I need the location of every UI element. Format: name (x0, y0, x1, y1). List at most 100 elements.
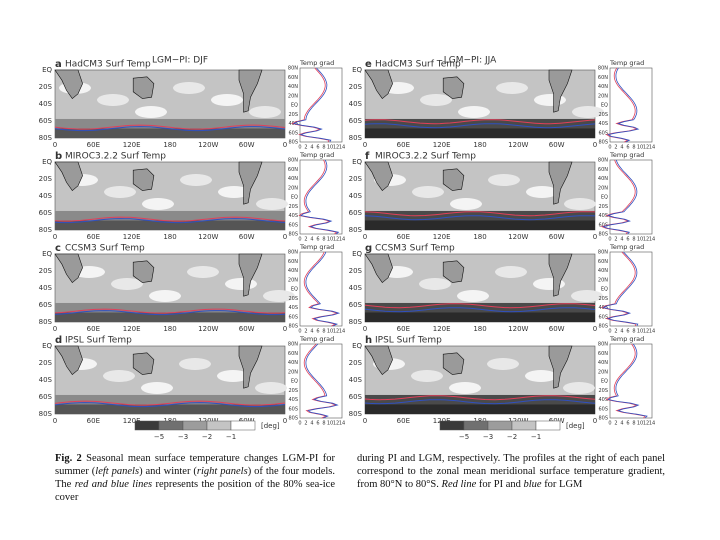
colorbar-unit: [deg] (566, 422, 585, 430)
profile-x-label: 10 (637, 329, 643, 335)
map-lon-label: 60E (397, 417, 410, 425)
map-lon-label: 60E (397, 141, 410, 149)
profile-x-label: 0 (608, 329, 611, 335)
profile-x-label: 14 (339, 145, 345, 151)
profile-lat-label: EQ (601, 103, 608, 109)
profile-x-label: 8 (632, 421, 635, 427)
profile-x-label: 14 (649, 421, 655, 427)
profile-lat-label: 20N (598, 185, 608, 191)
map-patch (496, 82, 528, 94)
map-lon-label: 60W (549, 233, 565, 241)
profile-x-label: 6 (316, 237, 319, 243)
caption-text: red and blue lines (74, 479, 153, 490)
map-lon-label: 180 (473, 141, 486, 149)
map-patch (526, 186, 558, 198)
map-lat-label: 60S (349, 209, 363, 217)
map-patch (249, 106, 281, 118)
colorbar-unit: [deg] (261, 422, 280, 430)
colorbar-label: −3 (178, 433, 188, 441)
map-lon-label: 120W (198, 325, 218, 333)
panel-title: CCSM3 Surf Temp (375, 244, 455, 254)
map-ice (55, 404, 285, 414)
profile-lat-label: 40S (288, 213, 298, 219)
map-patch (104, 186, 136, 198)
map-lon-label: 0 (53, 233, 57, 241)
profile-title: Temp grad (299, 335, 334, 343)
profile-x-label: 0 (298, 237, 301, 243)
profile-x-label: 4 (620, 329, 623, 335)
map-lat-label: EQ (352, 342, 362, 350)
map-patch (255, 382, 287, 394)
sea-ice-line-lgm (54, 126, 286, 132)
continent (364, 253, 393, 284)
map-lon-label: 60E (87, 141, 100, 149)
map-patch (111, 278, 143, 290)
profile-x-label: 8 (322, 329, 325, 335)
map-ice (55, 220, 285, 230)
continent (54, 69, 83, 100)
profile-x-label: 2 (614, 421, 617, 427)
profile-x-label: 2 (614, 145, 617, 151)
map-patch (495, 266, 527, 278)
caption-text: left panels (95, 466, 140, 477)
profile-x-label: 8 (322, 145, 325, 151)
profile-lgm (607, 343, 648, 419)
colorbar-label: −5 (459, 433, 469, 441)
map-lat-label: 40S (349, 100, 363, 108)
profile-lat-label: 40S (598, 213, 608, 219)
profile-frame (299, 67, 343, 143)
continent (132, 352, 155, 375)
map-patch (457, 290, 489, 302)
panel-title: HadCM3 Surf Temp (65, 60, 151, 70)
profile-lat-label: 20S (598, 204, 608, 210)
caption-text: ) of the four models. The (55, 466, 336, 490)
profile-x-label: 12 (333, 421, 339, 427)
profile-x-label: 2 (304, 329, 307, 335)
profile-title: Temp grad (609, 335, 644, 343)
sea-ice-line-lgm (364, 399, 596, 405)
map-lat-label: 60S (349, 117, 363, 125)
map-lon-label: 0 (283, 141, 287, 149)
profile-lat-label: 40N (288, 360, 298, 366)
panel-title: HadCM3 Surf Temp (375, 60, 461, 70)
continent (238, 345, 263, 389)
continent (442, 168, 465, 191)
map-lon-label: 180 (163, 325, 176, 333)
caption-right: during PI and LGM, respectively. The pro… (357, 452, 665, 491)
profile-lat-label: 20N (598, 93, 608, 99)
panel-title: CCSM3 Surf Temp (65, 244, 145, 254)
profile-lat-label: 60S (598, 222, 608, 228)
profile-lat-label: 60S (598, 406, 608, 412)
map-lon-label: 120E (433, 141, 451, 149)
profile-x-label: 4 (310, 329, 313, 335)
profile-lat-label: 20N (288, 369, 298, 375)
profile-lat-label: 40S (598, 121, 608, 127)
colorbar-label: −5 (154, 433, 164, 441)
profile-x-label: 12 (643, 145, 649, 151)
profile-lat-label: 80N (598, 66, 608, 72)
map-lat-label: 80S (39, 410, 53, 418)
profile-lat-label: 80S (598, 232, 608, 238)
colorbar-segment (182, 420, 208, 431)
profile-lat-label: 80S (288, 232, 298, 238)
profile-title: Temp grad (609, 151, 644, 159)
map-lon-label: 120E (123, 417, 141, 425)
map-lon-label: 0 (363, 233, 367, 241)
profile-lat-label: 60N (598, 351, 608, 357)
map-patch (419, 278, 451, 290)
map-lon-label: 120E (433, 325, 451, 333)
profile-x-label: 4 (620, 145, 623, 151)
map-lat-label: 60S (39, 393, 53, 401)
colorbar-label: −1 (531, 433, 541, 441)
colorbar-segment (439, 420, 465, 431)
map-patch (571, 290, 603, 302)
profile-title: Temp grad (609, 59, 644, 67)
profile-x-label: 8 (322, 237, 325, 243)
map-patch (211, 94, 243, 106)
profile-lat-label: 40N (288, 84, 298, 90)
profile-x-label: 4 (310, 145, 313, 151)
profile-lat-label: 80S (288, 416, 298, 422)
profile-x-label: 14 (649, 329, 655, 335)
map-lat-label: 60S (39, 117, 53, 125)
